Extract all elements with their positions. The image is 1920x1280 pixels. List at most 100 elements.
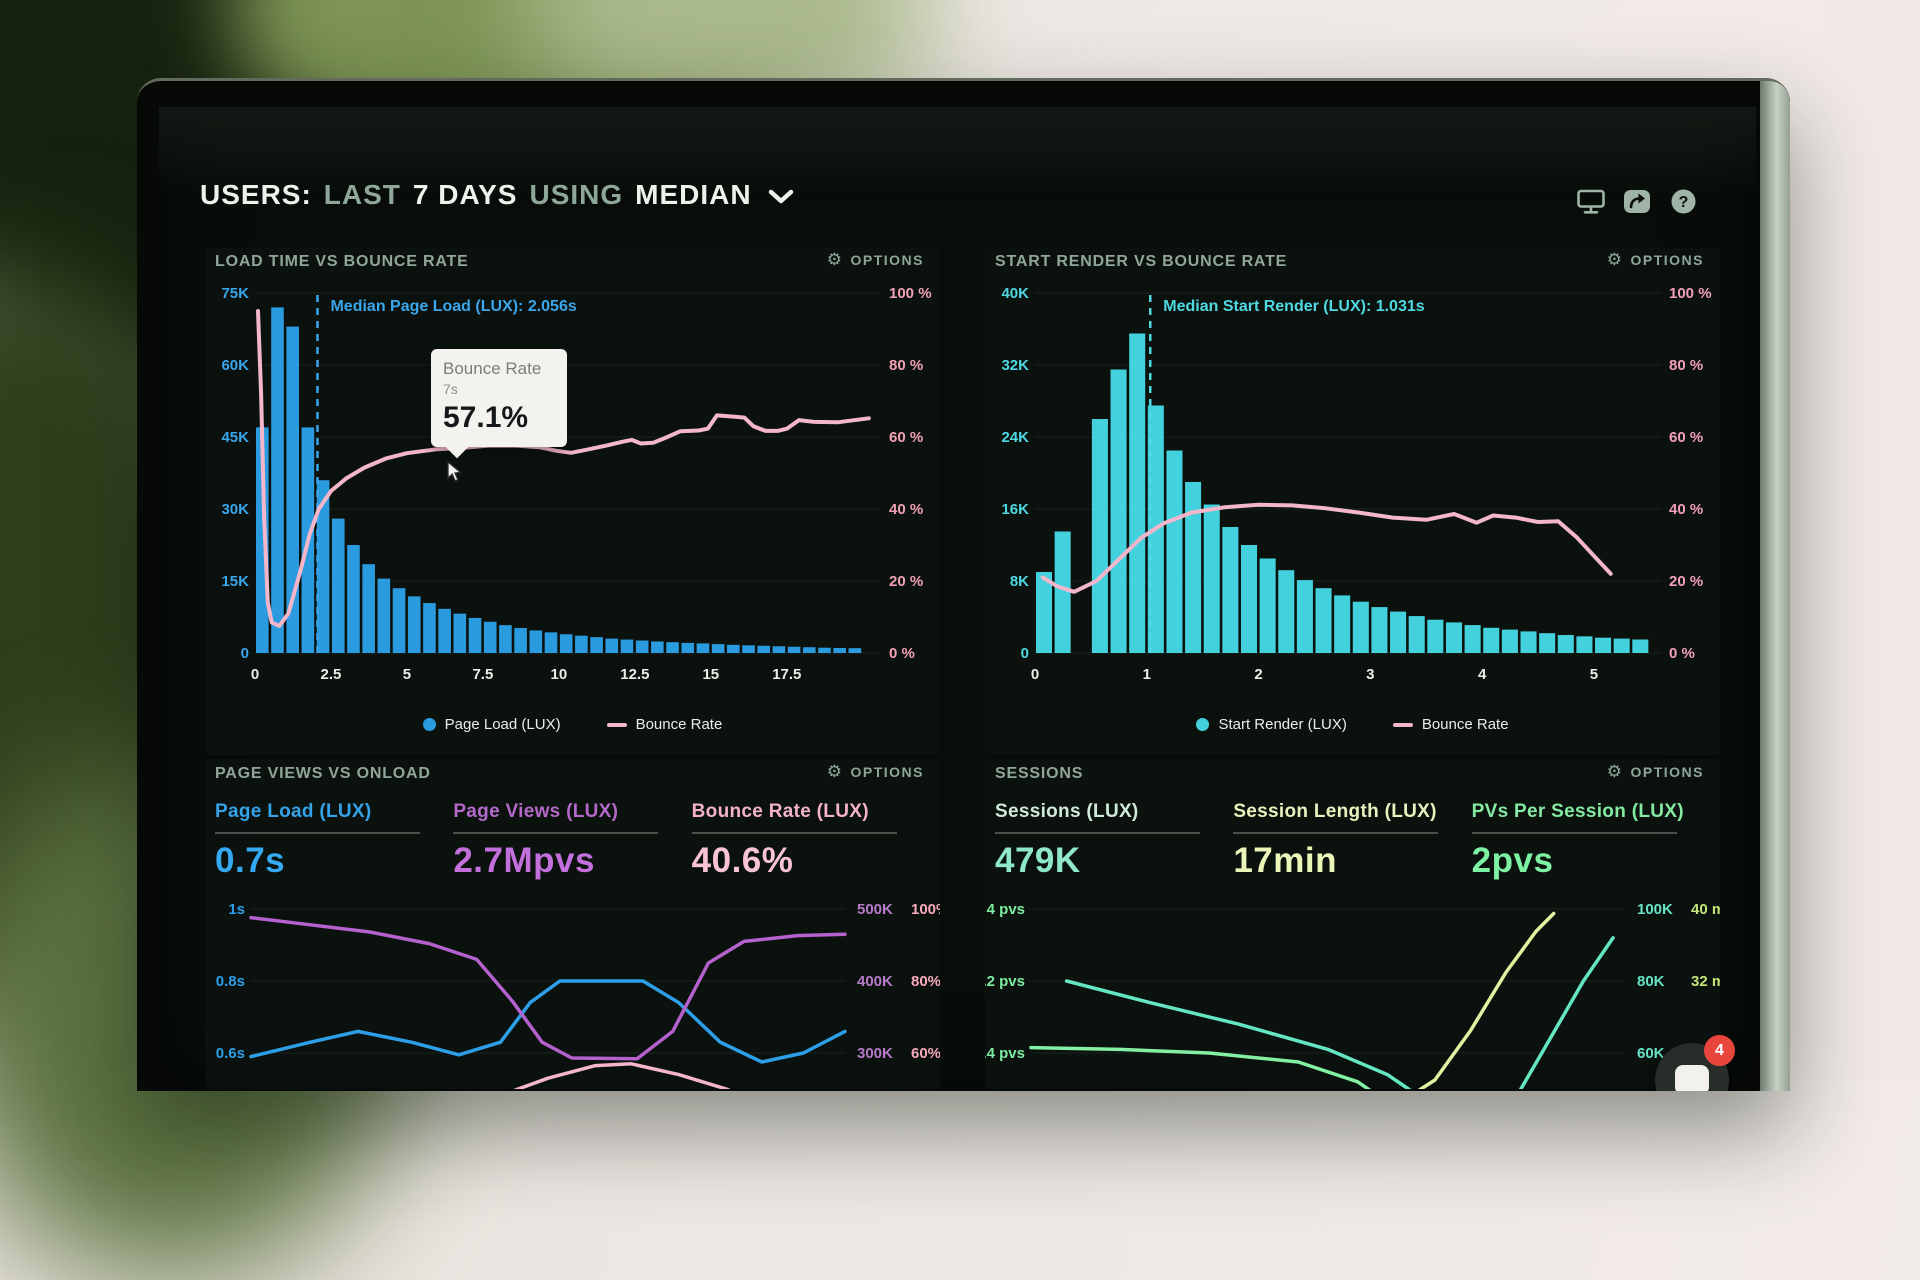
svg-text:80K: 80K xyxy=(1637,973,1665,990)
svg-text:40K: 40K xyxy=(1001,285,1029,302)
svg-text:100%: 100% xyxy=(911,903,940,918)
svg-text:24K: 24K xyxy=(1001,429,1029,446)
chat-bubble-icon xyxy=(1675,1065,1709,1091)
legend-dash-icon xyxy=(1392,722,1413,727)
svg-text:40 %: 40 % xyxy=(889,501,923,518)
svg-text:4 pvs: 4 pvs xyxy=(987,903,1025,918)
svg-text:45K: 45K xyxy=(221,429,249,446)
svg-text:0.8s: 0.8s xyxy=(216,973,245,990)
stat-page-load: Page Load (LUX) 0.7s xyxy=(215,801,453,881)
sessions-line-chart[interactable]: 4 pvs 3.2 pvs 2.4 pvs 100K 80K 60K 40 min 32 mi… xyxy=(985,903,1720,1089)
laptop-edge xyxy=(1760,81,1790,1091)
svg-text:60 %: 60 % xyxy=(889,429,923,446)
notification-badge: 4 xyxy=(1704,1035,1735,1066)
bounce-rate-tooltip: Bounce Rate 7s 57.1% xyxy=(431,349,567,447)
svg-text:500K: 500K xyxy=(857,903,893,918)
share-icon[interactable] xyxy=(1622,187,1652,215)
start-render-histogram-chart[interactable]: 40K 32K 24K 16K 8K 0 100 % 80 % 60 % 40 % 20 % 0 % 0… xyxy=(985,281,1720,701)
header-users-label: USERS: xyxy=(200,179,312,210)
panel-load-time-vs-bounce-rate: LOAD TIME VS BOUNCE RATE ⚙ OPTIONS 75K 60… xyxy=(205,247,940,755)
chart-legend: Page Load (LUX) Bounce Rate xyxy=(205,716,940,733)
panel-title: LOAD TIME VS BOUNCE RATE xyxy=(215,253,469,270)
stats-row: Page Load (LUX) 0.7s Page Views (LUX) 2.… xyxy=(215,801,930,881)
svg-text:17.5: 17.5 xyxy=(772,666,801,683)
svg-text:5: 5 xyxy=(403,666,411,683)
options-label: OPTIONS xyxy=(1630,763,1704,780)
users-period-dropdown[interactable]: USERS: LAST 7 DAYS USING MEDIAN xyxy=(200,179,794,211)
svg-text:0: 0 xyxy=(251,666,259,683)
svg-text:16K: 16K xyxy=(1001,501,1029,518)
stat-underline xyxy=(215,832,420,834)
panel-title: PAGE VIEWS VS ONLOAD xyxy=(215,765,431,782)
stat-bounce-rate: Bounce Rate (LUX) 40.6% xyxy=(691,801,930,881)
mouse-cursor xyxy=(447,461,463,482)
options-button[interactable]: ⚙ OPTIONS xyxy=(821,762,930,781)
svg-text:60K: 60K xyxy=(1637,1045,1665,1062)
panel-header: SESSIONS ⚙ OPTIONS xyxy=(985,759,1720,789)
stat-value: 0.7s xyxy=(215,841,286,880)
panel-sessions: SESSIONS ⚙ OPTIONS Sessions (LUX) 479K S… xyxy=(985,759,1720,1089)
tooltip-title: Bounce Rate xyxy=(443,359,542,378)
stat-label: Bounce Rate (LUX) xyxy=(691,801,869,822)
gear-icon: ⚙ xyxy=(1606,250,1624,269)
svg-text:100 %: 100 % xyxy=(889,285,932,302)
svg-text:75K: 75K xyxy=(221,285,249,302)
svg-text:5: 5 xyxy=(1590,666,1598,683)
stat-label: Page Load (LUX) xyxy=(215,801,372,822)
svg-text:0 %: 0 % xyxy=(1669,645,1695,662)
legend-bounce-rate[interactable]: Bounce Rate xyxy=(1392,716,1509,733)
svg-text:0 %: 0 % xyxy=(889,645,915,662)
svg-text:4: 4 xyxy=(1478,666,1487,683)
svg-text:12.5: 12.5 xyxy=(620,666,649,683)
chevron-down-icon xyxy=(768,189,793,204)
options-label: OPTIONS xyxy=(850,251,924,268)
stat-underline xyxy=(995,832,1200,834)
svg-text:7.5: 7.5 xyxy=(472,666,493,683)
svg-text:3.2 pvs: 3.2 pvs xyxy=(985,973,1025,990)
stat-pvs-per-session: PVs Per Session (LUX) 2pvs xyxy=(1471,801,1710,881)
stats-row: Sessions (LUX) 479K Session Length (LUX)… xyxy=(995,801,1710,881)
stat-value: 2pvs xyxy=(1471,841,1554,880)
stat-underline xyxy=(691,832,897,834)
legend-label: Page Load (LUX) xyxy=(444,716,561,733)
options-button[interactable]: ⚙ OPTIONS xyxy=(1601,762,1710,781)
svg-text:80%: 80% xyxy=(911,973,940,990)
svg-text:100K: 100K xyxy=(1637,903,1673,918)
svg-text:80 %: 80 % xyxy=(1669,357,1703,374)
svg-text:0: 0 xyxy=(1021,645,1029,662)
header-7days-label: 7 DAYS xyxy=(412,179,518,210)
svg-text:60K: 60K xyxy=(221,357,249,374)
svg-text:2.4 pvs: 2.4 pvs xyxy=(985,1045,1025,1062)
laptop: USERS: LAST 7 DAYS USING MEDIAN xyxy=(137,78,1790,1091)
stat-label: Sessions (LUX) xyxy=(995,801,1139,822)
load-time-histogram-chart[interactable]: 75K 60K 45K 30K 15K 0 100 % 80 % 60 % 40 % 20 % 0 %… xyxy=(205,281,940,701)
stat-value: 40.6% xyxy=(691,841,794,880)
svg-text:32K: 32K xyxy=(1001,357,1029,374)
svg-text:2.5: 2.5 xyxy=(321,666,342,683)
display-icon[interactable] xyxy=(1576,187,1606,215)
svg-text:1: 1 xyxy=(1143,666,1151,683)
stat-underline xyxy=(1233,832,1439,834)
svg-text:0.6s: 0.6s xyxy=(216,1045,245,1062)
stat-label: Session Length (LUX) xyxy=(1233,801,1437,822)
svg-text:Median Start Render (LUX): 1.0: Median Start Render (LUX): 1.031s xyxy=(1163,298,1425,315)
legend-bounce-rate[interactable]: Bounce Rate xyxy=(606,716,722,733)
legend-page-load[interactable]: Page Load (LUX) xyxy=(422,716,561,733)
gear-icon: ⚙ xyxy=(826,762,844,781)
page-views-onload-line-chart[interactable]: 1s 0.8s 0.6s 500K 400K 300K 100% 80% 60% xyxy=(205,903,940,1089)
stat-page-views: Page Views (LUX) 2.7Mpvs xyxy=(453,801,691,881)
svg-text:15: 15 xyxy=(702,666,719,683)
stat-value: 479K xyxy=(995,841,1081,880)
tooltip-subtitle: 7s xyxy=(443,381,458,397)
options-button[interactable]: ⚙ OPTIONS xyxy=(821,250,930,269)
stat-value: 2.7Mpvs xyxy=(453,841,595,880)
svg-text:80 %: 80 % xyxy=(889,357,923,374)
legend-label: Start Render (LUX) xyxy=(1218,716,1347,733)
panel-title: START RENDER VS BOUNCE RATE xyxy=(995,253,1288,270)
svg-text:?: ? xyxy=(1678,194,1688,211)
svg-text:10: 10 xyxy=(551,666,568,683)
legend-start-render[interactable]: Start Render (LUX) xyxy=(1196,716,1347,733)
options-button[interactable]: ⚙ OPTIONS xyxy=(1601,250,1710,269)
help-icon[interactable]: ? xyxy=(1668,187,1698,215)
stat-underline xyxy=(1471,832,1677,834)
